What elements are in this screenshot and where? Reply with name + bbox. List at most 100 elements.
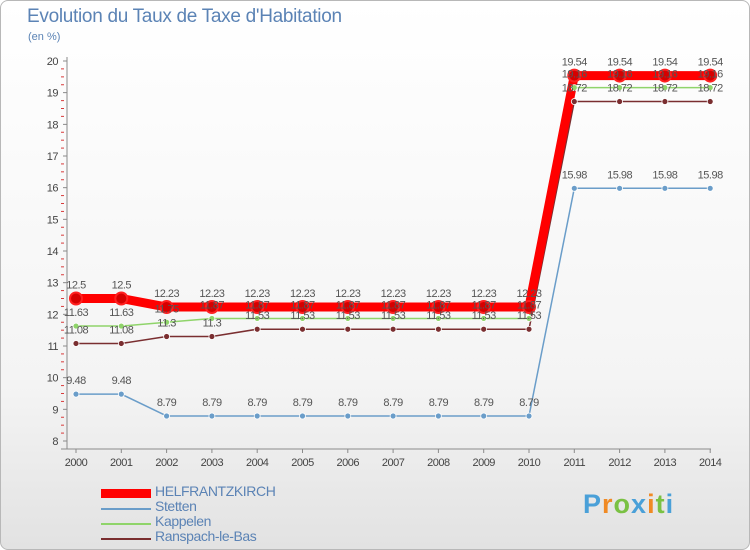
data-point-stetten	[117, 390, 125, 398]
data-point-kappelen	[616, 84, 623, 91]
x-tick-label-2010: 2010	[518, 457, 541, 469]
legend-swatch-stetten	[101, 508, 151, 510]
y-tick-label-17: 17	[47, 151, 59, 163]
data-point-kappelen	[163, 318, 171, 326]
data-point-helfrantzkirch	[159, 300, 174, 315]
data-label-ranspach-le-bas: 11.3	[157, 318, 176, 330]
data-label-kappelen: 19.16	[652, 69, 677, 81]
data-point-ranspach-le-bas	[661, 98, 669, 105]
y-tick-label-19: 19	[47, 88, 59, 100]
data-point-helfrantzkirch	[522, 300, 536, 315]
data-label-ranspach-le-bas: 11.53	[472, 310, 497, 322]
data-label-stetten: 8.79	[157, 397, 177, 409]
data-point-ranspach-le-bas	[616, 98, 623, 105]
y-tick-label-14: 14	[47, 246, 59, 258]
data-point-kappelen	[344, 315, 352, 322]
chart-title: Evolution du Taux de Taxe d'Habitation	[27, 6, 342, 27]
data-label-helfrantzkirch: 12.23	[381, 288, 406, 300]
x-tick-label-2004: 2004	[246, 457, 269, 469]
data-point-helfrantzkirch	[295, 300, 310, 315]
data-label-helfrantzkirch: 12.5	[112, 280, 132, 292]
data-point-helfrantzkirch	[204, 300, 219, 315]
data-label-stetten: 8.79	[247, 397, 267, 409]
data-label-stetten: 8.79	[519, 397, 539, 409]
data-label-helfrantzkirch: 12.23	[199, 288, 224, 300]
data-label-helfrantzkirch: 19.54	[698, 57, 723, 69]
data-point-stetten	[389, 412, 397, 420]
data-point-stetten	[480, 412, 488, 420]
data-label-kappelen: 19.16	[607, 69, 632, 81]
data-label-ranspach-le-bas: 11.53	[336, 310, 361, 322]
y-tick-label-9: 9	[52, 404, 58, 416]
data-point-helfrantzkirch	[69, 291, 83, 306]
data-point-stetten	[299, 412, 306, 420]
data-point-kappelen	[570, 84, 578, 91]
data-label-ranspach-le-bas: 18.72	[652, 83, 677, 95]
data-label-stetten: 9.48	[112, 375, 132, 387]
y-tick-label-12: 12	[47, 309, 59, 321]
data-point-stetten	[706, 184, 714, 192]
x-tick-label-2007: 2007	[382, 457, 405, 469]
y-tick-label-11: 11	[48, 341, 59, 353]
data-label-helfrantzkirch: 12.23	[154, 288, 179, 300]
x-tick-label-2001: 2001	[110, 457, 133, 469]
data-point-ranspach-le-bas	[208, 333, 216, 340]
data-point-ranspach-le-bas	[299, 325, 306, 333]
x-tick-label-2013: 2013	[654, 457, 677, 469]
data-label-ranspach-le-bas: 11.53	[245, 310, 270, 322]
data-point-kappelen	[434, 315, 442, 322]
data-point-helfrantzkirch	[612, 68, 627, 83]
data-label-ranspach-le-bas: 11.53	[290, 310, 315, 322]
data-label-kappelen: 11.87	[517, 299, 542, 311]
data-label-kappelen: 11.87	[426, 299, 451, 311]
data-label-stetten: 8.79	[474, 397, 494, 409]
data-point-kappelen	[117, 322, 125, 330]
data-label-ranspach-le-bas: 11.3	[203, 318, 222, 330]
data-label-kappelen: 11.87	[290, 299, 315, 311]
data-label-kappelen: 19.16	[698, 69, 723, 81]
data-point-ranspach-le-bas	[72, 340, 80, 347]
data-point-helfrantzkirch	[114, 291, 129, 306]
data-label-ranspach-le-bas: 11.08	[109, 324, 134, 336]
data-point-helfrantzkirch	[431, 300, 446, 315]
y-tick-label-18: 18	[47, 119, 59, 131]
data-label-kappelen: 19.16	[562, 69, 587, 81]
series-line-helfrantzkirch	[71, 71, 715, 312]
data-label-ranspach-le-bas: 18.72	[562, 83, 587, 95]
data-point-ranspach-le-bas	[434, 325, 442, 333]
legend-label-ranspach-le-bas: Ranspach-le-Bas	[155, 528, 257, 544]
data-label-stetten: 15.98	[652, 169, 677, 181]
data-point-kappelen	[661, 84, 669, 91]
legend-label-kappelen: Kappelen	[155, 513, 211, 529]
y-tick-label-10: 10	[47, 373, 59, 385]
y-tick-label-13: 13	[47, 278, 59, 290]
x-tick-label-2014: 2014	[699, 457, 722, 469]
data-label-stetten: 8.79	[429, 397, 449, 409]
data-label-kappelen: 11.87	[381, 299, 406, 311]
data-label-kappelen: 11.87	[472, 299, 497, 311]
data-point-ranspach-le-bas	[389, 325, 397, 333]
data-point-stetten	[253, 412, 261, 420]
data-label-helfrantzkirch: 12.23	[426, 288, 451, 300]
x-tick-label-2006: 2006	[337, 457, 360, 469]
data-label-helfrantzkirch: 19.54	[562, 57, 587, 69]
data-label-helfrantzkirch: 12.23	[471, 288, 496, 300]
data-point-helfrantzkirch	[476, 300, 491, 315]
data-point-kappelen	[706, 84, 714, 91]
x-tick-label-2002: 2002	[155, 457, 178, 469]
data-point-helfrantzkirch	[567, 68, 582, 83]
data-point-ranspach-le-bas	[117, 340, 125, 347]
data-point-ranspach-le-bas	[163, 333, 171, 340]
data-point-helfrantzkirch	[250, 300, 265, 315]
x-tick-label-2005: 2005	[291, 457, 314, 469]
legend-swatch-ranspach-le-bas	[101, 538, 151, 540]
data-label-stetten: 9.48	[66, 375, 86, 387]
data-point-stetten	[661, 184, 669, 192]
data-point-kappelen	[72, 322, 80, 330]
y-tick-label-16: 16	[47, 183, 59, 195]
proxiti-logo: Proxiti	[583, 489, 675, 519]
legend-swatch-helfrantzkirch	[101, 489, 151, 498]
data-label-kappelen: 11.75	[154, 303, 179, 315]
x-tick-label-2009: 2009	[472, 457, 495, 469]
